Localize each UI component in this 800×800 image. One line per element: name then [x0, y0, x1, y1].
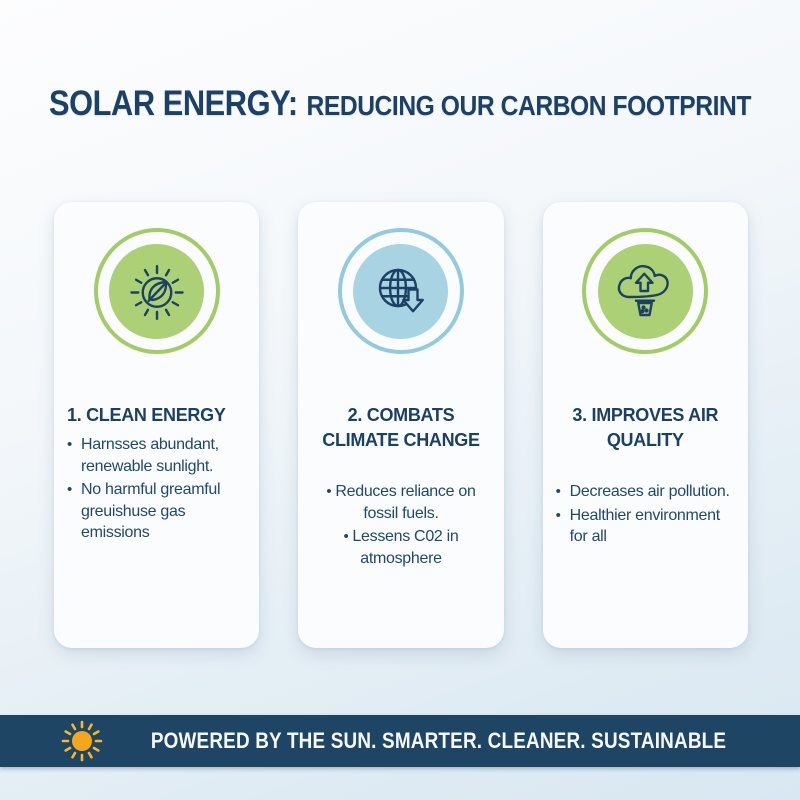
- sun-leaf-icon: [109, 243, 205, 339]
- globe-down-arrow-icon: [353, 243, 449, 339]
- bullet-item: • Decreases air pollution.: [556, 481, 735, 503]
- footer-tagline: POWERED BY THE SUN. SMARTER. CLEANER. SU…: [150, 728, 727, 753]
- card-bullets: • Reduces reliance on fossil fuels. • Less…: [311, 481, 490, 569]
- benefits-card-row: 1. CLEAN ENERGY • Harnsses abundant, ren…: [54, 202, 748, 648]
- page-title: SOLAR ENERGY: REDUCING OUR CARBON FOOTPR…: [48, 84, 752, 124]
- bullet-item: • No harmful greamful greuishuse gas emi…: [67, 479, 246, 544]
- footer-banner: POWERED BY THE SUN. SMARTER. CLEANER. SU…: [0, 715, 800, 767]
- cloud-up-arrow-icon: [597, 243, 693, 339]
- bullet-text: Decreases air pollution.: [569, 483, 730, 500]
- icon-ring: [582, 228, 709, 354]
- bullet-item: • Healthier environment for all: [556, 505, 735, 548]
- bullet-text: Harnsses abundant, renewable sunlight.: [81, 436, 219, 475]
- card-heading: 3. IMPROVES AIR QUALITY: [572, 405, 719, 450]
- icon-ring: [337, 228, 464, 354]
- card-heading: 1. CLEAN ENERGY: [67, 405, 226, 425]
- bullet-text: Healthier environment for all: [569, 506, 721, 546]
- card-combats-climate-change: 2. COMBATS CLIMATE CHANGE • Reduces relia…: [298, 202, 504, 648]
- page-title-primary: SOLAR ENERGY:: [49, 84, 298, 123]
- sun-icon: [60, 719, 104, 763]
- icon-ring: [93, 228, 220, 354]
- bullet-item: • Reduces reliance on fossil fuels.: [311, 481, 490, 524]
- bullet-item: • Lessens C02 in atmosphere: [311, 526, 490, 569]
- bullet-text: Lessens C02 in atmosphere: [352, 528, 459, 567]
- bullet-dot: •: [326, 483, 332, 500]
- page-title-secondary: REDUCING OUR CARBON FOOTPRINT: [306, 90, 752, 121]
- bullet-dot: •: [67, 436, 72, 453]
- bullet-item: • Harnsses abundant, renewable sunlight.: [67, 434, 246, 477]
- card-improves-air-quality: 3. IMPROVES AIR QUALITY • Decreases air …: [542, 202, 748, 648]
- bullet-text: Reduces reliance on fossil fuels.: [335, 483, 476, 522]
- card-bullets: • Harnsses abundant, renewable sunlight.…: [67, 434, 246, 544]
- card-bullets: • Decreases air pollution. • Healthier e…: [556, 481, 735, 548]
- bullet-dot: •: [67, 481, 72, 498]
- bullet-dot: •: [555, 506, 561, 524]
- bullet-text: No harmful greamful greuishuse gas emiss…: [81, 481, 221, 541]
- card-heading: 2. COMBATS CLIMATE CHANGE: [322, 405, 480, 450]
- bullet-dot: •: [555, 483, 561, 500]
- bullet-dot: •: [343, 528, 349, 545]
- card-clean-energy: 1. CLEAN ENERGY • Harnsses abundant, ren…: [54, 202, 260, 648]
